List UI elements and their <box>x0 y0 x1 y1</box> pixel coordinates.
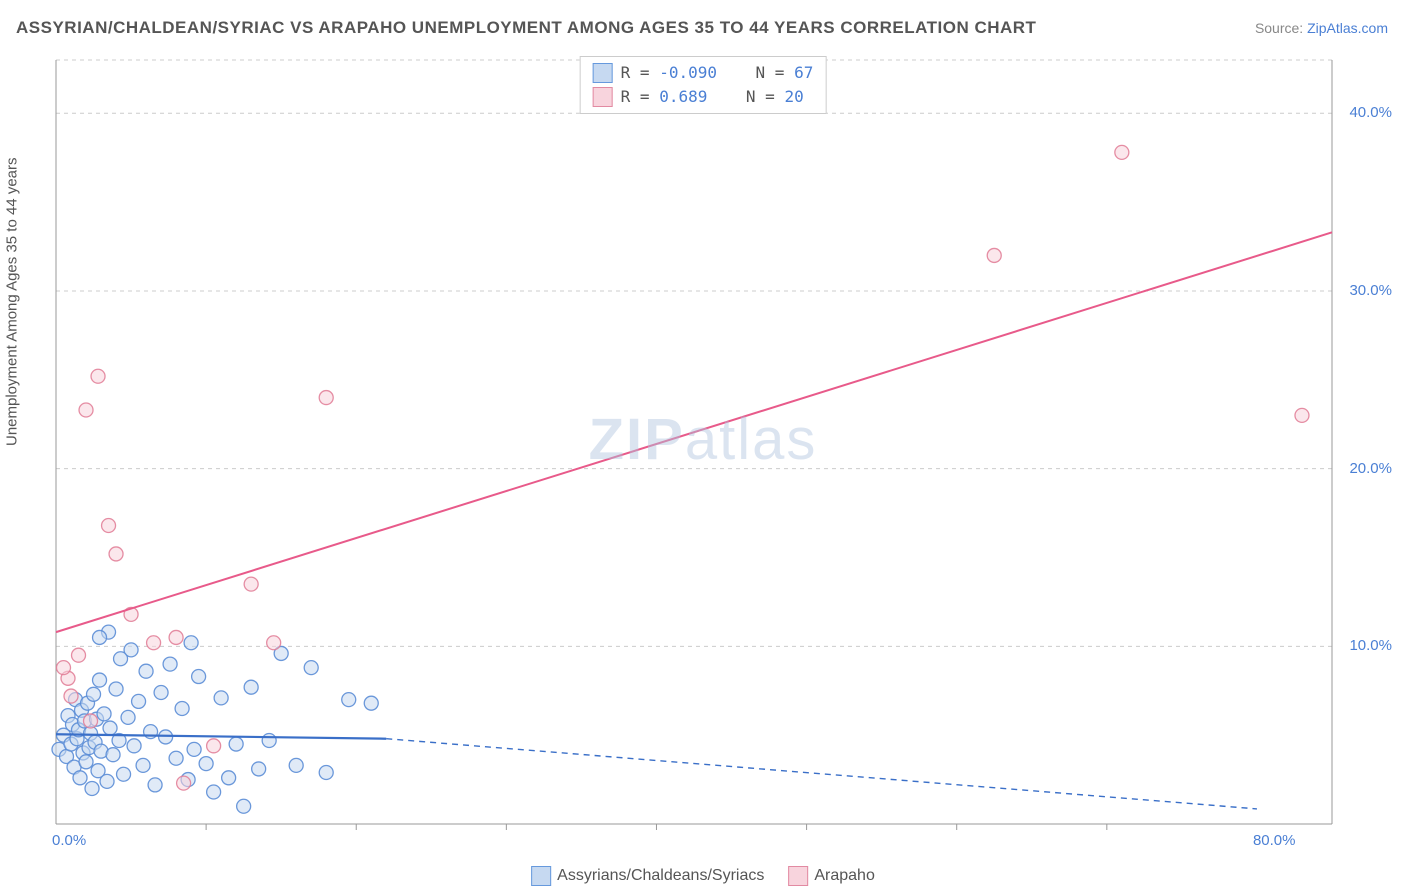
series-swatch-1 <box>788 866 808 886</box>
source-label: Source: <box>1255 20 1307 36</box>
series-swatch-0 <box>531 866 551 886</box>
chart-title: ASSYRIAN/CHALDEAN/SYRIAC VS ARAPAHO UNEM… <box>16 18 1036 38</box>
y-tick-label: 30.0% <box>1349 282 1392 299</box>
chart-plot-area: 10.0%20.0%30.0%40.0%0.0%80.0% <box>46 54 1336 844</box>
series-legend: Assyrians/Chaldeans/Syriacs Arapaho <box>531 866 875 886</box>
legend-text-1: R = 0.689 N = 20 <box>621 85 804 109</box>
source-link[interactable]: ZipAtlas.com <box>1307 20 1388 36</box>
x-tick-label: 80.0% <box>1253 832 1296 849</box>
series-legend-item-0: Assyrians/Chaldeans/Syriacs <box>531 866 764 886</box>
y-tick-label: 20.0% <box>1349 460 1392 477</box>
x-tick-label: 0.0% <box>52 832 86 849</box>
y-tick-label: 40.0% <box>1349 104 1392 121</box>
legend-row-0: R = -0.090 N = 67 <box>593 61 814 85</box>
scatter-chart-svg <box>46 54 1336 844</box>
legend-row-1: R = 0.689 N = 20 <box>593 85 814 109</box>
series-label-1: Arapaho <box>814 867 875 885</box>
correlation-legend: R = -0.090 N = 67 R = 0.689 N = 20 <box>580 56 827 114</box>
y-tick-label: 10.0% <box>1349 637 1392 654</box>
legend-swatch-1 <box>593 87 613 107</box>
series-legend-item-1: Arapaho <box>788 866 875 886</box>
legend-swatch-0 <box>593 63 613 83</box>
legend-text-0: R = -0.090 N = 67 <box>621 61 814 85</box>
y-axis-label: Unemployment Among Ages 35 to 44 years <box>4 157 21 446</box>
series-label-0: Assyrians/Chaldeans/Syriacs <box>557 867 764 885</box>
source-attribution: Source: ZipAtlas.com <box>1255 20 1388 36</box>
